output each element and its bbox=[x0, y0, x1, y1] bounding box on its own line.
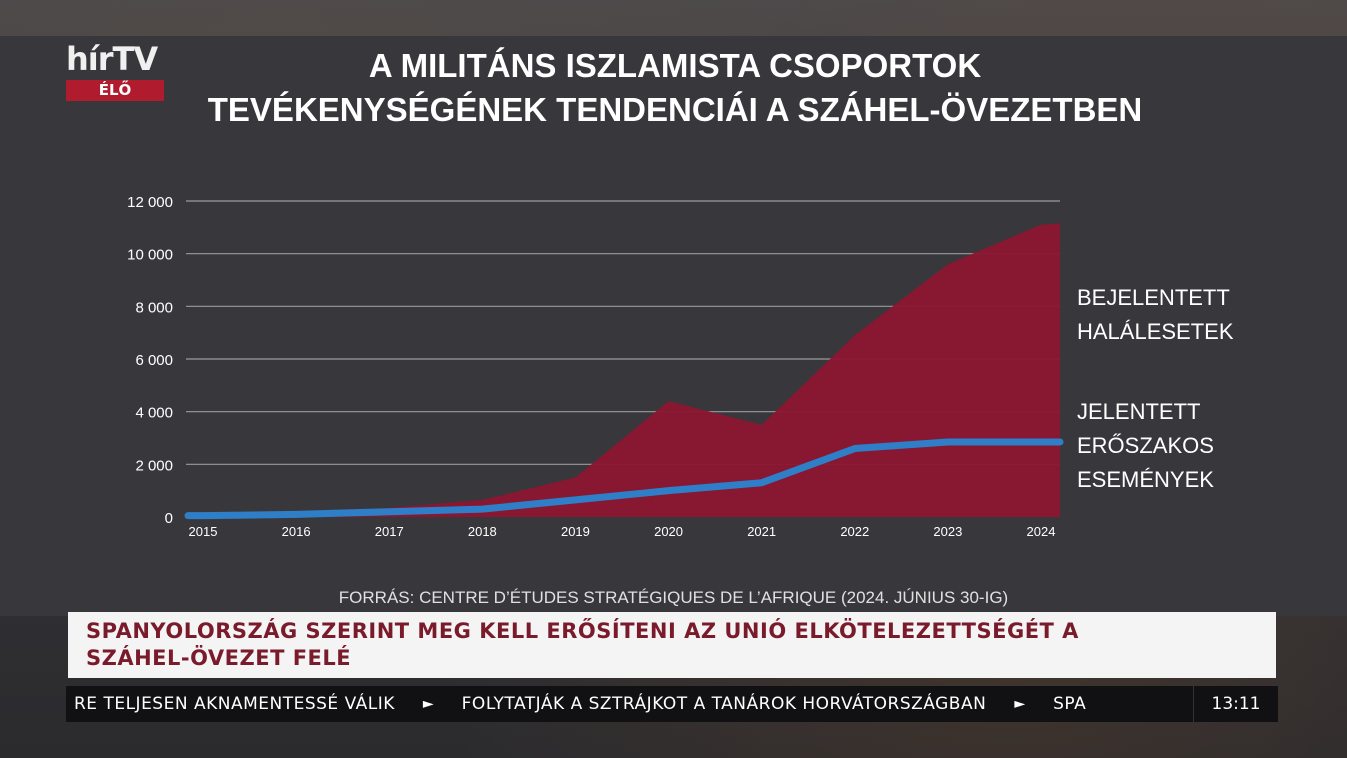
y-tick-label: 12 000 bbox=[127, 194, 173, 211]
x-tick-label: 2015 bbox=[189, 524, 218, 539]
area-series-deaths bbox=[203, 223, 1060, 517]
legend-events-line2: ERŐSZAKOS bbox=[1077, 433, 1214, 458]
line-point bbox=[1039, 440, 1043, 444]
x-tick-label: 2022 bbox=[840, 524, 869, 539]
y-tick-label: 8 000 bbox=[135, 299, 173, 316]
legend-deaths: BEJELENTETT HALÁLESETEK bbox=[1077, 281, 1234, 349]
legend-events: JELENTETT ERŐSZAKOS ESEMÉNYEK bbox=[1077, 395, 1214, 497]
line-point bbox=[573, 498, 577, 502]
x-tick-label: 2023 bbox=[933, 524, 962, 539]
line-point bbox=[294, 512, 298, 516]
legend-deaths-line1: BEJELENTETT bbox=[1077, 285, 1230, 310]
ticker-item: SPA bbox=[1053, 694, 1087, 714]
chart-title-line2: TEVÉKENYSÉGÉNEK TENDENCIÁI A SZÁHEL-ÖVEZ… bbox=[207, 91, 1143, 128]
live-badge: ÉLŐ bbox=[66, 80, 164, 101]
headline-bar: SPANYOLORSZÁG SZERINT MEG KELL ERŐSÍTENI… bbox=[68, 612, 1276, 678]
ticker-separator-icon: ► bbox=[1014, 696, 1026, 712]
x-tick-label: 2016 bbox=[282, 524, 311, 539]
line-point bbox=[853, 447, 857, 451]
line-point bbox=[387, 510, 391, 514]
headline-line1: SPANYOLORSZÁG SZERINT MEG KELL ERŐSÍTENI… bbox=[86, 619, 1079, 643]
chart-title-line1: A MILITÁNS ISZLAMISTA CSOPORTOK bbox=[368, 47, 982, 84]
clock: 13:11 bbox=[1193, 686, 1278, 722]
chart: 0 2 000 4 000 6 000 8 000 10 000 12 000 2015 201… bbox=[127, 194, 1064, 539]
chart-panel bbox=[0, 36, 1347, 616]
legend-deaths-line2: HALÁLESETEK bbox=[1077, 319, 1234, 344]
legend-events-line3: ESEMÉNYEK bbox=[1077, 467, 1214, 492]
y-tick-label: 6 000 bbox=[135, 352, 173, 369]
line-point bbox=[480, 507, 484, 511]
y-tick-label: 4 000 bbox=[135, 405, 173, 422]
x-tick-label: 2018 bbox=[468, 524, 497, 539]
line-series-events bbox=[184, 438, 1064, 520]
source-note: FORRÁS: CENTRE D’ÉTUDES STRATÉGIQUES DE … bbox=[338, 588, 1009, 607]
channel-logo-text: hírTV bbox=[66, 40, 158, 78]
y-tick-label: 0 bbox=[165, 510, 173, 527]
ticker-separator-icon: ► bbox=[422, 696, 434, 712]
headline-line2: SZÁHEL-ÖVEZET FELÉ bbox=[86, 646, 352, 670]
ticker-item: FOLYTATJÁK A SZTRÁJKOT A TANÁROK HORVÁTO… bbox=[461, 694, 987, 714]
y-tick-label: 10 000 bbox=[127, 247, 173, 264]
line-point bbox=[946, 440, 950, 444]
ticker-track: RE TELJESEN AKNAMENTESSÉ VÁLIK ► FOLYTATJÁ… bbox=[74, 686, 1204, 722]
channel-logo: hírTV ÉLŐ bbox=[66, 40, 166, 102]
y-tick-label: 2 000 bbox=[135, 457, 173, 474]
x-tick-label: 2020 bbox=[654, 524, 683, 539]
legend-events-line1: JELENTETT bbox=[1077, 399, 1201, 424]
headline-text: SPANYOLORSZÁG SZERINT MEG KELL ERŐSÍTENI… bbox=[86, 618, 1266, 672]
line-point bbox=[760, 481, 764, 485]
x-tick-label: 2019 bbox=[561, 524, 590, 539]
ticker-item: RE TELJESEN AKNAMENTESSÉ VÁLIK bbox=[74, 694, 395, 714]
x-tick-label: 2021 bbox=[747, 524, 776, 539]
x-tick-label: 2024 bbox=[1027, 524, 1056, 539]
line-point bbox=[667, 489, 671, 493]
chart-title: A MILITÁNS ISZLAMISTA CSOPORTOK TEVÉKENY… bbox=[170, 44, 1180, 132]
line-point bbox=[201, 514, 205, 518]
news-ticker: RE TELJESEN AKNAMENTESSÉ VÁLIK ► FOLYTATJÁ… bbox=[66, 686, 1278, 722]
x-tick-label: 2017 bbox=[375, 524, 404, 539]
